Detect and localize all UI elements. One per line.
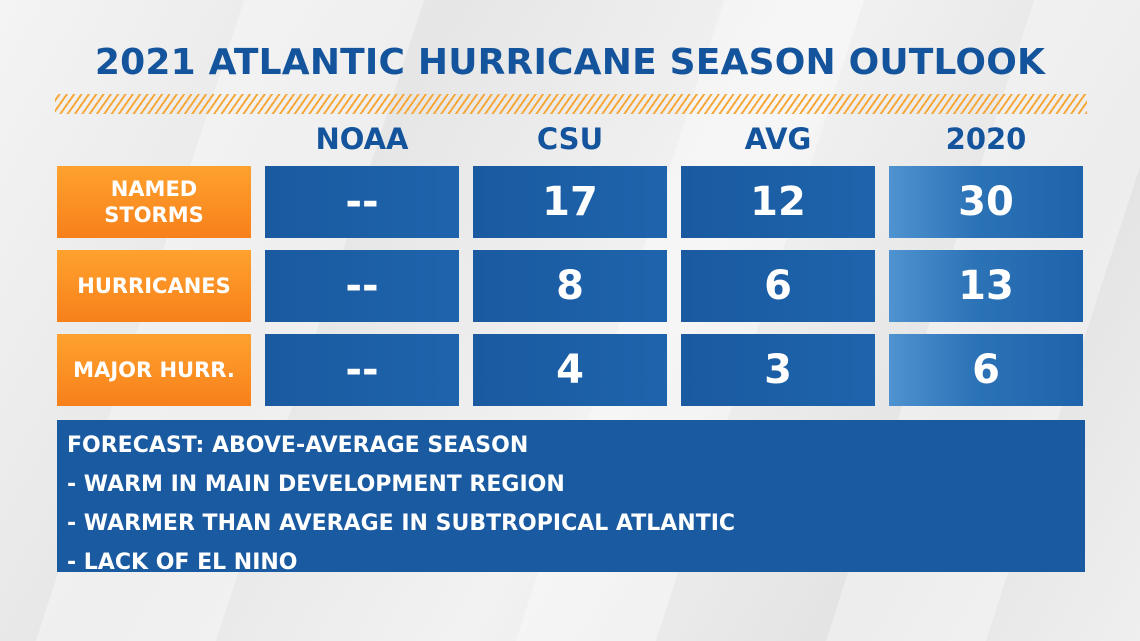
title-underline-hatch <box>55 94 1087 114</box>
cell-named-storms-2020: 30 <box>889 166 1083 238</box>
cell-hurricanes-avg: 6 <box>681 250 875 322</box>
column-header-csu: CSU <box>536 122 604 156</box>
cell-major-hurr-noaa: -- <box>265 334 459 406</box>
column-header-avg: AVG <box>744 122 812 156</box>
cell-named-storms-avg: 12 <box>681 166 875 238</box>
column-header-noaa: NOAA <box>315 122 409 156</box>
forecast-note-item: - LACK OF EL NINO <box>67 550 298 575</box>
cell-hurricanes-csu: 8 <box>473 250 667 322</box>
row-label-named-storms: NAMED STORMS <box>57 166 251 238</box>
cell-hurricanes-2020: 13 <box>889 250 1083 322</box>
cell-hurricanes-noaa: -- <box>265 250 459 322</box>
forecast-heading: FORECAST: ABOVE-AVERAGE SEASON <box>67 433 529 458</box>
row-label-text: NAMED STORMS <box>104 177 204 227</box>
cell-major-hurr-avg: 3 <box>681 334 875 406</box>
forecast-note-item: - WARMER THAN AVERAGE IN SUBTROPICAL ATL… <box>67 511 736 536</box>
cell-named-storms-csu: 17 <box>473 166 667 238</box>
cell-major-hurr-2020: 6 <box>889 334 1083 406</box>
cell-major-hurr-csu: 4 <box>473 334 667 406</box>
row-label-major-hurricanes: MAJOR HURR. <box>57 334 251 406</box>
row-label-hurricanes: HURRICANES <box>57 250 251 322</box>
column-header-2020: 2020 <box>945 122 1027 156</box>
forecast-note-item: - WARM IN MAIN DEVELOPMENT REGION <box>67 472 565 497</box>
page-title: 2021 ATLANTIC HURRICANE SEASON OUTLOOK <box>94 42 1046 83</box>
cell-named-storms-noaa: -- <box>265 166 459 238</box>
forecast-notes-panel: FORECAST: ABOVE-AVERAGE SEASON - WARM IN… <box>57 420 1085 575</box>
